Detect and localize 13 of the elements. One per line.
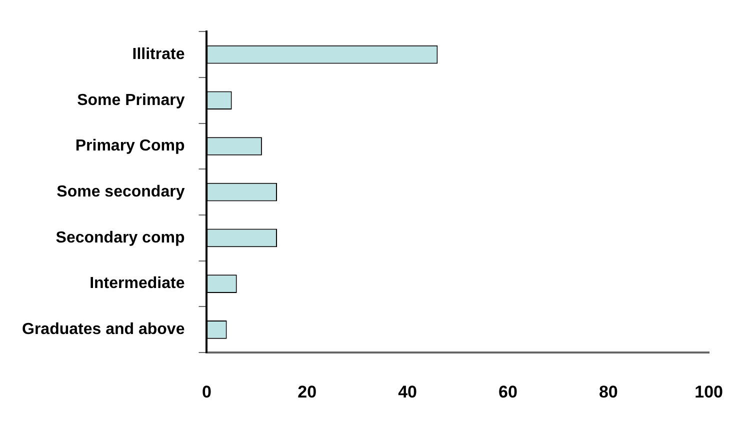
y-tick-label: Graduates and above bbox=[22, 321, 185, 338]
x-tick-label: 40 bbox=[398, 382, 418, 402]
y-tick-label: Primary Comp bbox=[75, 138, 185, 155]
y-tick-label: Illitrate bbox=[132, 46, 185, 63]
y-tick-label: Secondary comp bbox=[56, 229, 185, 246]
y-tick-label: Intermediate bbox=[90, 275, 185, 292]
y-tick-label: Some Primary bbox=[77, 92, 185, 109]
y-tick-label: Some secondary bbox=[56, 184, 185, 201]
x-tick-label: 100 bbox=[694, 382, 724, 402]
x-tick-label: 80 bbox=[598, 382, 618, 402]
x-tick-label: 20 bbox=[298, 382, 317, 402]
x-tick-label: 0 bbox=[202, 382, 212, 402]
x-tick-label: 60 bbox=[498, 382, 518, 402]
